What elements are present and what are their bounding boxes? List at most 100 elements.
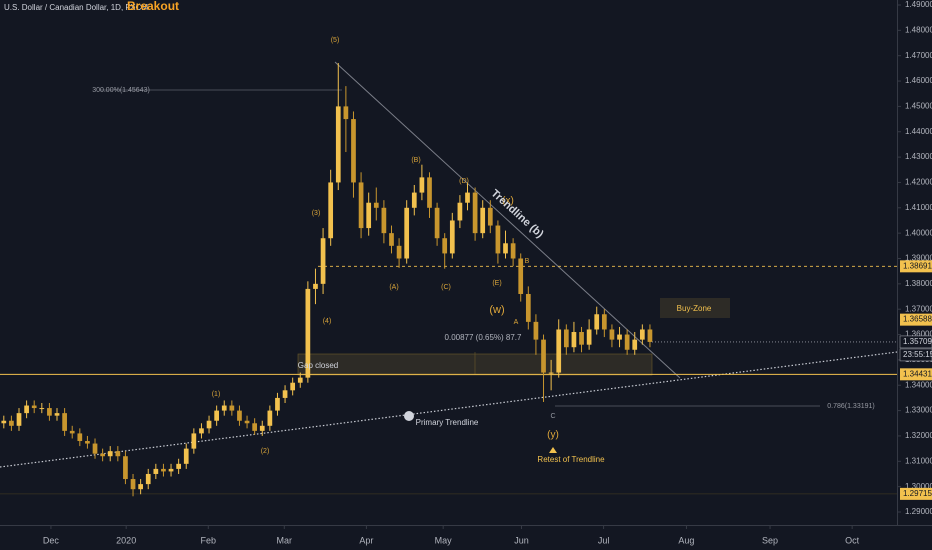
candle-body (358, 182, 364, 229)
x-tick-label: May (435, 535, 453, 545)
x-tick-label: Dec (43, 535, 60, 545)
candle-body (138, 484, 143, 490)
candle-body (47, 408, 52, 416)
x-tick-label: Jul (598, 535, 610, 545)
countdown: 23:55:15 (903, 350, 932, 359)
x-tick-label: 2020 (116, 535, 136, 545)
candle-body (594, 314, 600, 330)
candle-body (229, 405, 235, 411)
candle-body (465, 192, 470, 203)
y-tick-label: 1.43000 (905, 152, 932, 161)
y-tick-label: 1.34000 (905, 380, 932, 389)
trendline-b (334, 61, 681, 379)
candle-body (328, 182, 334, 239)
annotation: (1) (212, 391, 221, 398)
annotation: (2) (261, 448, 270, 455)
price-label: 1.36588 (903, 315, 932, 324)
candle-body (525, 293, 531, 322)
countdown-box (899, 348, 932, 362)
annotation: (4) (323, 318, 332, 325)
candle-body (518, 258, 524, 294)
y-tick-label: 1.38000 (905, 279, 932, 288)
annotation: Buy-Zone (677, 304, 712, 313)
annotation: Gap closed (298, 361, 338, 370)
candle-body (130, 479, 136, 490)
candle-body (639, 329, 645, 340)
annotation: (w) (489, 304, 504, 316)
y-tick-label: 1.29000 (905, 507, 932, 516)
y-tick-label: 1.45000 (905, 102, 932, 111)
primary-trendline (0, 351, 898, 468)
candle-body (480, 207, 486, 234)
x-tick-label: Feb (201, 535, 217, 545)
candle-body (275, 397, 280, 411)
annotation: Retest of Trendline (537, 455, 605, 464)
candle-body (267, 410, 273, 426)
y-tick-label: 1.49000 (905, 0, 932, 9)
annotation: A (514, 319, 519, 326)
y-tick-label: 1.39000 (905, 254, 932, 263)
last-price-label: 1.35709 (903, 337, 932, 346)
candle-body (9, 420, 14, 426)
x-tick-label: Aug (678, 535, 694, 545)
price-label: 1.34431 (903, 369, 932, 378)
y-tick-label: 1.47000 (905, 51, 932, 60)
candle-body (92, 443, 98, 454)
candle-body (252, 423, 258, 431)
candle-body (320, 238, 326, 284)
candle-body (290, 382, 296, 391)
y-tick-label: 1.42000 (905, 178, 932, 187)
candle-body (449, 220, 455, 254)
price-label-box (900, 313, 932, 326)
candle-body (366, 202, 372, 229)
candle-body (305, 288, 311, 378)
candle-body (541, 339, 546, 373)
candle-body (221, 405, 227, 411)
y-tick-label: 1.30000 (905, 482, 932, 491)
candle-body (411, 192, 417, 208)
candle-body (343, 106, 349, 120)
price-label-box (900, 260, 932, 273)
candle-body (632, 339, 638, 350)
annotation: 0.00877 (0.65%) 87.7 (445, 333, 522, 342)
candle-body (259, 425, 265, 431)
candle-body (161, 468, 166, 472)
candle-body (168, 468, 174, 472)
price-label-box (900, 368, 932, 381)
candle-body (1, 420, 7, 424)
annotation: (D) (459, 178, 469, 185)
candle-body (373, 202, 379, 208)
annotation: (5) (331, 37, 340, 44)
candle-body (647, 329, 653, 342)
fib-label: 0.786(1.33191) (827, 403, 874, 410)
x-tick-label: Apr (359, 535, 373, 545)
price-label: 1.29715 (903, 489, 932, 498)
candle-body (419, 177, 425, 193)
candle-body (85, 441, 90, 444)
candle-body (115, 451, 121, 457)
annotation: (E) (492, 280, 501, 287)
x-tick-label: Sep (762, 535, 778, 545)
candle-body (199, 428, 204, 434)
candle-body (297, 377, 303, 383)
candle-body (609, 329, 615, 340)
last-price-box (899, 335, 932, 349)
buy-zone (660, 298, 730, 318)
y-tick-label: 1.40000 (905, 228, 932, 237)
candle-body (107, 451, 113, 457)
chart-title: U.S. Dollar / Canadian Dollar, 1D, FXCM (4, 3, 148, 12)
annotation: (3) (312, 210, 321, 217)
annotation: (B) (411, 157, 420, 164)
candle-body (503, 243, 508, 254)
candle-body (579, 332, 584, 345)
candle-body (472, 192, 478, 234)
candle-body (351, 119, 356, 183)
candle-body (54, 413, 60, 416)
x-tick-label: Oct (845, 535, 860, 545)
candle-body (389, 233, 394, 246)
candle-body (563, 329, 569, 348)
annotation: C (550, 413, 555, 420)
candle-body (237, 410, 242, 421)
